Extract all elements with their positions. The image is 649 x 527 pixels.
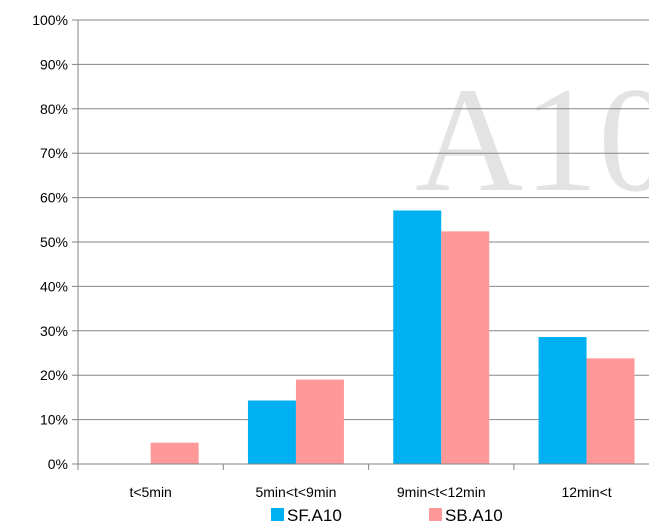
bar-sf-a10-4 [538, 337, 587, 464]
y-tick-labels: 0% 10% 20% 30% 40% 50% 60% 70% 80% 90% 100% [32, 12, 68, 472]
y-tick-label: 30% [40, 323, 68, 339]
y-tick-label: 50% [40, 234, 68, 250]
legend-swatch [429, 508, 442, 521]
y-tick-label: 0% [48, 456, 68, 472]
y-tick-label: 20% [40, 367, 68, 383]
bars [150, 210, 635, 464]
bar-sf-a10-3 [393, 210, 442, 464]
x-tick-label: t<5min [129, 484, 171, 500]
bar-sb-a10-3 [441, 231, 490, 464]
legend-swatch [271, 508, 284, 521]
y-tick-label: 10% [40, 412, 68, 428]
x-tick-label: 12min<t [561, 484, 611, 500]
y-tick-label: 80% [40, 101, 68, 117]
watermark: A10 [415, 57, 649, 223]
gridlines [72, 19, 649, 465]
y-tick-label: 70% [40, 145, 68, 161]
legend: SF.A10 SB.A10 [271, 506, 503, 525]
bar-sb-a10-4 [586, 358, 635, 464]
y-tick-label: 40% [40, 278, 68, 294]
legend-label: SF.A10 [287, 506, 342, 525]
bar-sb-a10-1 [150, 442, 199, 464]
x-tick-label: 5min<t<9min [255, 484, 336, 500]
y-tick-label: 100% [32, 12, 68, 28]
y-tick-label: 90% [40, 56, 68, 72]
legend-label: SB.A10 [445, 506, 503, 525]
x-tick-labels: t<5min 5min<t<9min 9min<t<12min 12min<t [129, 484, 611, 500]
y-tick-label: 60% [40, 190, 68, 206]
axes [77, 20, 649, 470]
x-tick-label: 9min<t<12min [397, 484, 486, 500]
bar-sb-a10-2 [295, 379, 344, 464]
bar-sf-a10-2 [247, 400, 296, 464]
